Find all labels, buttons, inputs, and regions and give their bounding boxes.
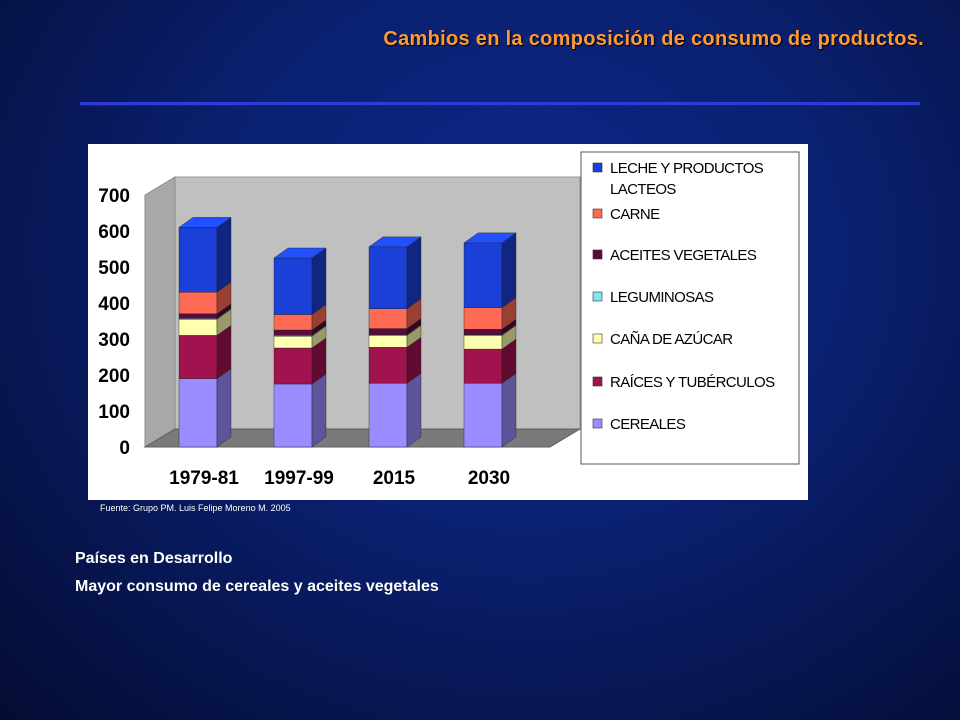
bar-segment <box>273 329 313 336</box>
legend-swatch <box>592 249 603 260</box>
y-tick-label: 400 <box>98 294 130 315</box>
bar-segment <box>368 347 408 384</box>
bar-segment <box>368 335 408 348</box>
y-tick-label: 200 <box>98 366 130 387</box>
bar-segment <box>273 383 313 448</box>
bar-segment <box>178 291 218 314</box>
bar-segment <box>178 335 218 379</box>
bar-top-face <box>463 232 517 244</box>
legend-label: CEREALES <box>610 416 686 433</box>
bar-segment <box>368 246 408 309</box>
bar-segment-side <box>216 217 232 293</box>
legend-label: CAÑA DE AZÚCAR <box>610 331 733 348</box>
y-tick-label: 100 <box>98 402 130 423</box>
bar-segment <box>368 308 408 329</box>
legend-label: LECHE Y PRODUCTOS <box>610 160 764 177</box>
bar-segment <box>368 383 408 448</box>
title-divider <box>80 102 920 105</box>
bar-segment <box>273 335 313 349</box>
y-tick-label: 0 <box>119 438 130 459</box>
y-tick-label: 600 <box>98 222 130 243</box>
bar-segment-side <box>501 372 517 448</box>
bar-segment <box>178 318 218 336</box>
legend-swatch <box>592 376 603 387</box>
bar-segment <box>368 328 408 335</box>
legend-label: RAÍCES Y TUBÉRCULOS <box>610 374 775 391</box>
bar-segment <box>463 307 503 330</box>
bar-segment <box>463 242 503 308</box>
bar-segment-side <box>216 368 232 448</box>
y-tick-label: 700 <box>98 186 130 207</box>
note-developing-countries: Países en Desarrollo <box>75 550 233 567</box>
x-tick-label: 1997-99 <box>264 468 334 489</box>
legend-label: LEGUMINOSAS <box>610 289 714 306</box>
legend-swatch <box>592 208 603 219</box>
source-caption: Fuente: Grupo PM. Luis Felipe Moreno M. … <box>100 503 291 513</box>
legend-swatch <box>592 162 603 173</box>
chart: 0 100 200 300 400 500 600 700 1979-81 1997-99 2015… <box>88 144 808 500</box>
y-tick-label: 500 <box>98 258 130 279</box>
x-tick-label: 2030 <box>468 468 510 489</box>
legend-box <box>580 151 800 465</box>
bar-segment <box>463 335 503 350</box>
bar-segment-side <box>311 247 327 315</box>
bar-top-face <box>368 236 422 248</box>
x-tick-label: 1979-81 <box>169 468 239 489</box>
bar-segment <box>178 227 218 293</box>
y-tick-label: 300 <box>98 330 130 351</box>
legend-label: LACTEOS <box>610 181 676 198</box>
legend-swatch <box>592 291 603 302</box>
bar-segment-side <box>406 236 422 310</box>
bar-segment-side <box>406 372 422 448</box>
bar-top-face <box>178 217 232 228</box>
legend-label: ACEITES VEGETALES <box>610 247 757 264</box>
bar-segment <box>463 383 503 448</box>
bar-segment-side <box>311 373 327 448</box>
bar-top-face <box>273 247 327 259</box>
bar-segment <box>273 257 313 315</box>
bar-segment <box>273 314 313 331</box>
bar-segment <box>178 313 218 319</box>
bar-segment <box>178 378 218 448</box>
note-higher-consumption: Mayor consumo de cereales y aceites vege… <box>75 578 439 595</box>
legend-swatch <box>592 333 603 344</box>
bar-segment <box>463 348 503 384</box>
x-tick-label: 2015 <box>373 468 416 489</box>
bar-segment <box>273 347 313 385</box>
bar-segment <box>463 329 503 335</box>
legend-label: CARNE <box>610 206 660 223</box>
stacked-bar-chart-3d: 0 100 200 300 400 500 600 700 1979-81 1997-99 2015… <box>98 151 800 489</box>
chart-side-wall <box>144 176 176 448</box>
legend-swatch <box>592 418 603 429</box>
slide-title: Cambios en la composición de consumo de … <box>383 28 924 50</box>
bar-segment-side <box>501 232 517 309</box>
